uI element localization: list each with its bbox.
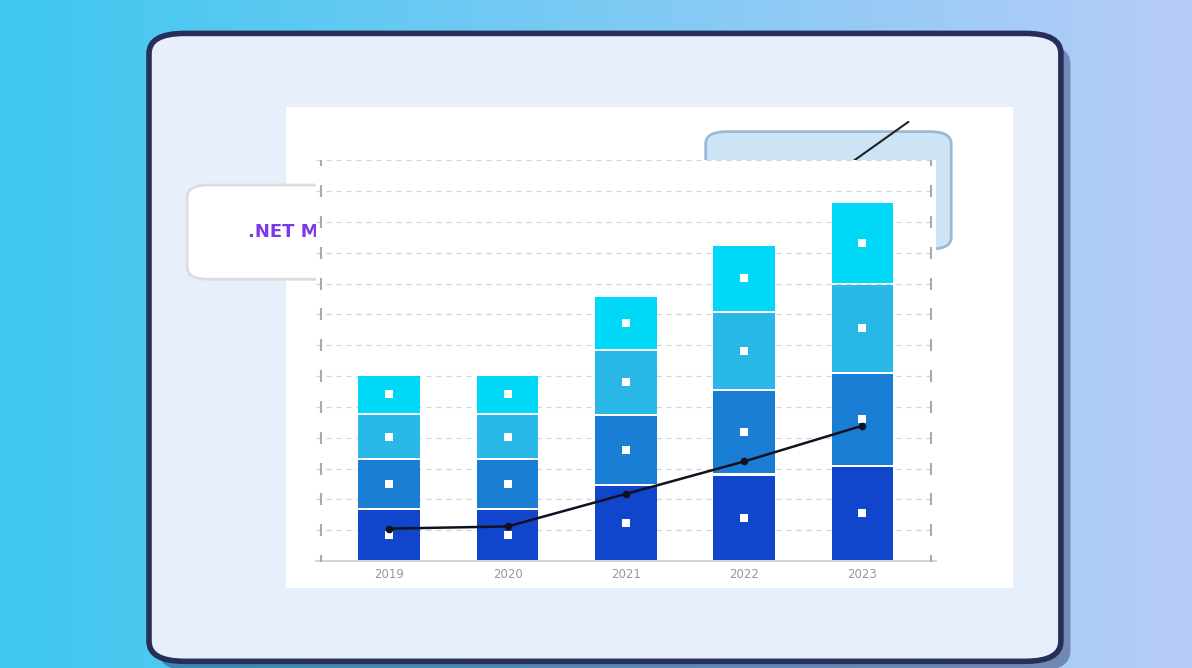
Bar [359,415,420,458]
Bar [477,376,539,413]
Bar [359,460,420,508]
Bar [832,285,893,371]
Text: Column Chart: Column Chart [770,204,887,218]
Bar [595,351,657,413]
Bar [832,467,893,560]
FancyBboxPatch shape [187,185,415,279]
Bar [477,510,539,560]
Bar [713,476,775,560]
Bar [595,486,657,560]
Bar [595,416,657,484]
Bar [713,246,775,311]
FancyBboxPatch shape [286,107,1013,588]
Text: Stacked: Stacked [782,162,875,182]
Text: .NET MAUI: .NET MAUI [248,223,354,241]
Bar [832,373,893,465]
Bar [359,510,420,560]
Bar [595,297,657,349]
Bar [477,460,539,508]
Bar [477,415,539,458]
Bar [359,376,420,413]
Bar [713,391,775,474]
FancyBboxPatch shape [706,132,951,249]
Bar [832,202,893,283]
Bar [713,313,775,389]
FancyBboxPatch shape [149,33,1061,661]
FancyBboxPatch shape [159,43,1070,668]
